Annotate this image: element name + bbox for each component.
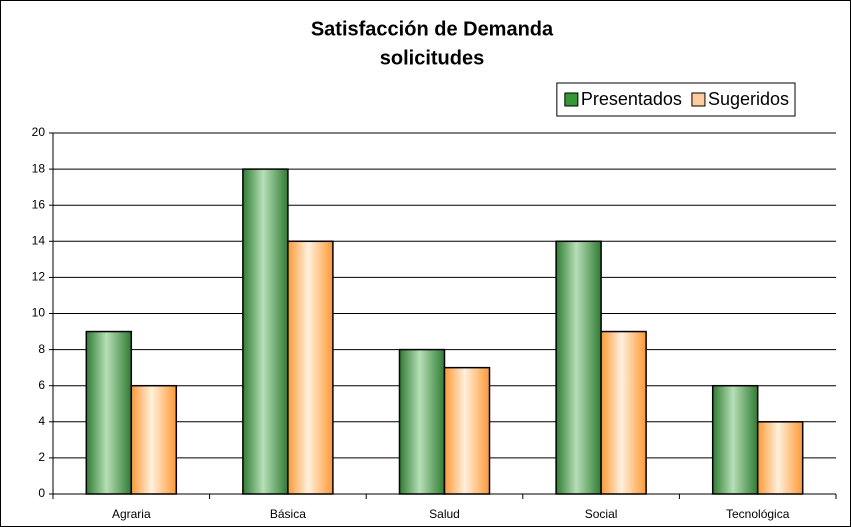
x-tick-label: Social: [585, 507, 618, 521]
bar: [600, 330, 647, 495]
y-tick-label: 0: [38, 486, 45, 500]
y-tick-label: 14: [32, 233, 46, 247]
x-tick-label: Salud: [429, 507, 460, 521]
bar: [242, 168, 289, 495]
legend-swatch: [691, 92, 706, 107]
y-tick-label: 4: [38, 414, 45, 428]
y-tick-label: 10: [32, 306, 46, 320]
y-tick-label: 2: [38, 450, 45, 464]
x-tick-label: Básica: [270, 507, 306, 521]
legend-swatch: [564, 92, 579, 107]
legend: [556, 82, 796, 117]
legend-label: Sugeridos: [708, 89, 789, 109]
bar: [711, 384, 759, 495]
bar: [85, 330, 133, 495]
y-tick-label: 12: [32, 270, 46, 284]
bar: [756, 421, 804, 495]
y-tick-label: 8: [38, 342, 45, 356]
x-tick-label: Agraria: [112, 507, 151, 521]
y-tick-label: 18: [32, 161, 46, 175]
legend-label: Presentados: [581, 89, 682, 109]
chart-title: solicitudes: [380, 47, 484, 69]
bar: [398, 348, 446, 495]
y-tick-label: 20: [32, 125, 46, 139]
x-tick-label: Tecnológica: [726, 507, 790, 521]
y-tick-label: 16: [32, 197, 46, 211]
bar: [555, 240, 602, 495]
bar: [287, 240, 334, 495]
y-tick-label: 6: [38, 378, 45, 392]
bar: [443, 366, 491, 495]
bar: [130, 384, 178, 495]
chart-title: Satisfacción de Demanda: [311, 18, 554, 40]
